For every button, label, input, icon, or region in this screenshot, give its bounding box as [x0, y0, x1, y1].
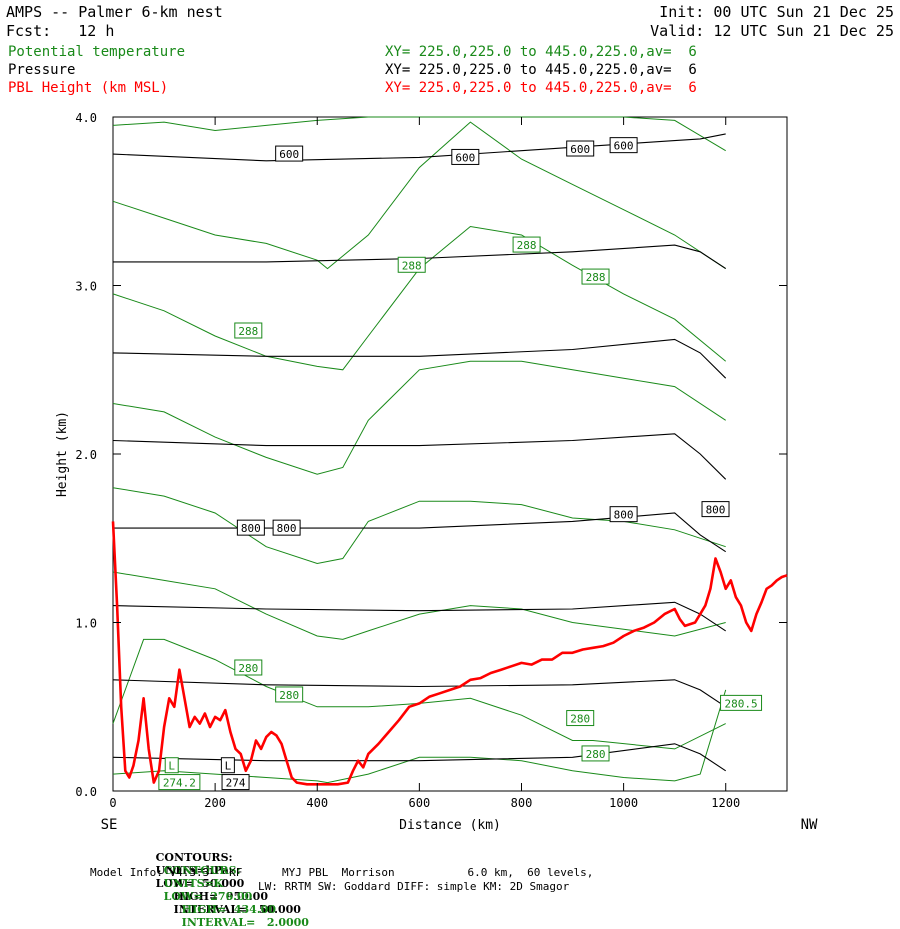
x-tick-label-2: 400 [306, 796, 328, 810]
field-xy-theta: XY= 225.0,225.0 to 445.0,225.0,av= 6 [385, 44, 697, 60]
pressure-contour-label-6: 800 [614, 509, 634, 522]
pressure-contour-label-9-box [221, 774, 250, 791]
x-tick-label-6: 1200 [711, 796, 740, 810]
pressure-contour-850 [112, 601, 727, 632]
pressure-contour-label-5-box [272, 519, 301, 536]
pressure-contour-label-1: 600 [455, 151, 475, 164]
x-end-label-left: SE [101, 817, 118, 833]
pressure-contour-650 [113, 244, 727, 270]
pressure-contour-800 [113, 512, 727, 553]
theta-contour-label-8: 274.2 [163, 777, 196, 790]
pressure-contour-label-3: 600 [614, 140, 634, 153]
theta-contour-label-3: 280 [586, 748, 606, 761]
pressure-contour-700 [112, 338, 727, 379]
cross-section-chart: 280 280 280 280 288 288 288 288 274.2 L 280.5 600 60… [55, 111, 818, 833]
pressure-contour-label-7: 800 [706, 504, 726, 517]
y-tick-label-1: 1.0 [75, 617, 97, 631]
pressure-contour-label-0: 600 [279, 148, 299, 161]
theta-contour-label-6-box [512, 236, 541, 253]
x-axis-label: Distance (km) [399, 818, 501, 833]
theta-contour-label-8-box [158, 774, 201, 791]
theta-contour-line-3 [112, 487, 726, 565]
y-tick-label-2: 2.0 [75, 448, 97, 462]
pressure-contour-900 [112, 679, 727, 708]
pressure-contour-label-1-box [451, 148, 480, 165]
theta-contour-label-9-box [164, 757, 179, 774]
x-end-label-right: NW [801, 817, 818, 833]
theta-contour-label-10-box [720, 694, 763, 711]
theta-contour-interval: INTERVAL= 2.0000 [181, 916, 309, 929]
pressure-contour-low: LOW= 50.000 [155, 877, 245, 890]
pressure-contour-label-4-box [236, 519, 265, 536]
model-info-line1: Model Info: V4.3.3 KF MYJ PBL Morrison 6… [90, 866, 594, 879]
theta-contour-label-0: 280 [238, 662, 258, 675]
theta-contour-line-6 [112, 121, 726, 270]
x-tick-label-5: 1000 [609, 796, 638, 810]
header-init: Init: 00 UTC Sun 21 Dec 25 [659, 3, 894, 21]
theta-contour-label-7-box [581, 268, 610, 285]
theta-contour-label-5-box [397, 256, 426, 273]
header-forecast: Fcst: 12 h [6, 22, 115, 40]
x-tick-label-3: 600 [409, 796, 431, 810]
theta-contour-label-9: L [168, 760, 175, 773]
theta-contour-line-5 [112, 225, 727, 371]
header-valid: Valid: 12 UTC Sun 21 Dec 25 [650, 22, 894, 40]
theta-contour-units: UNITS=K [163, 877, 224, 890]
field-name-pbl: PBL Height (km MSL) [8, 80, 169, 96]
pbl-height-line [111, 521, 788, 786]
pressure-contour-label-4: 800 [241, 522, 261, 535]
theta-contour-low: LOW= 276.00 [163, 890, 253, 903]
theta-contour-high: HIGH= 434.00 [181, 903, 276, 916]
pressure-contour-label-3-box [609, 137, 638, 154]
theta-contour-label-5: 288 [402, 259, 422, 272]
theta-contour-label-3-box [581, 745, 610, 762]
theta-contour-label-0-box [234, 659, 263, 676]
pressure-contour-label-8-box [220, 757, 235, 774]
field-name-theta: Potential temperature [8, 44, 186, 60]
y-tick-label-3: 3.0 [75, 280, 97, 294]
theta-contour-label-7: 288 [586, 271, 606, 284]
theta-contour-line-1 [112, 638, 726, 750]
x-tick-label-1: 200 [204, 796, 226, 810]
pressure-contour-750 [112, 433, 727, 480]
pressure-contour-label-5: 800 [277, 522, 297, 535]
theta-contour-line-4 [112, 360, 726, 475]
x-tick-label-4: 800 [511, 796, 533, 810]
theta-contour-label-1: 280 [279, 689, 299, 702]
theta-contour-label-10: 280.5 [724, 697, 757, 710]
theta-contour-label-4: 288 [238, 325, 258, 338]
y-tick-label-0: 0.0 [75, 785, 97, 799]
pressure-contour-label-6-box [609, 506, 638, 523]
pressure-contour-label-8: L [225, 760, 232, 773]
field-xy-pbl: XY= 225.0,225.0 to 445.0,225.0,av= 6 [385, 80, 697, 96]
pressure-contour-label-9: 274 [226, 777, 246, 790]
pressure-contour-label-2-box [566, 140, 595, 157]
pressure-contour-label-7-box [701, 501, 730, 518]
x-tick-label-0: 0 [109, 796, 116, 810]
y-tick-label-4: 4.0 [75, 111, 97, 125]
y-axis-label: Height (km) [55, 411, 70, 497]
theta-contour-label-2-box [566, 710, 595, 727]
pressure-contour-950 [112, 743, 727, 772]
pressure-contour-label-2: 600 [570, 143, 590, 156]
theta-contour-label-4-box [234, 322, 263, 339]
pressure-contour-units: UNITS=hPa [155, 864, 229, 877]
field-name-pressure: Pressure [8, 62, 76, 78]
model-info-line2: LW: RRTM SW: Goddard DIFF: simple KM: 2D… [258, 880, 570, 893]
header-title: AMPS -- Palmer 6-km nest [6, 3, 223, 21]
pressure-contour-label-0-box [275, 145, 304, 162]
theta-contour-label: CONTOURS: [163, 864, 241, 877]
field-xy-pressure: XY= 225.0,225.0 to 445.0,225.0,av= 6 [385, 62, 697, 78]
theta-contour-line-2 [112, 571, 726, 640]
theta-contour-label-2: 280 [570, 713, 590, 726]
theta-contour-label-6: 288 [517, 239, 537, 252]
pressure-contour-label: CONTOURS: [155, 851, 233, 864]
theta-contour-label-1-box [275, 686, 304, 703]
